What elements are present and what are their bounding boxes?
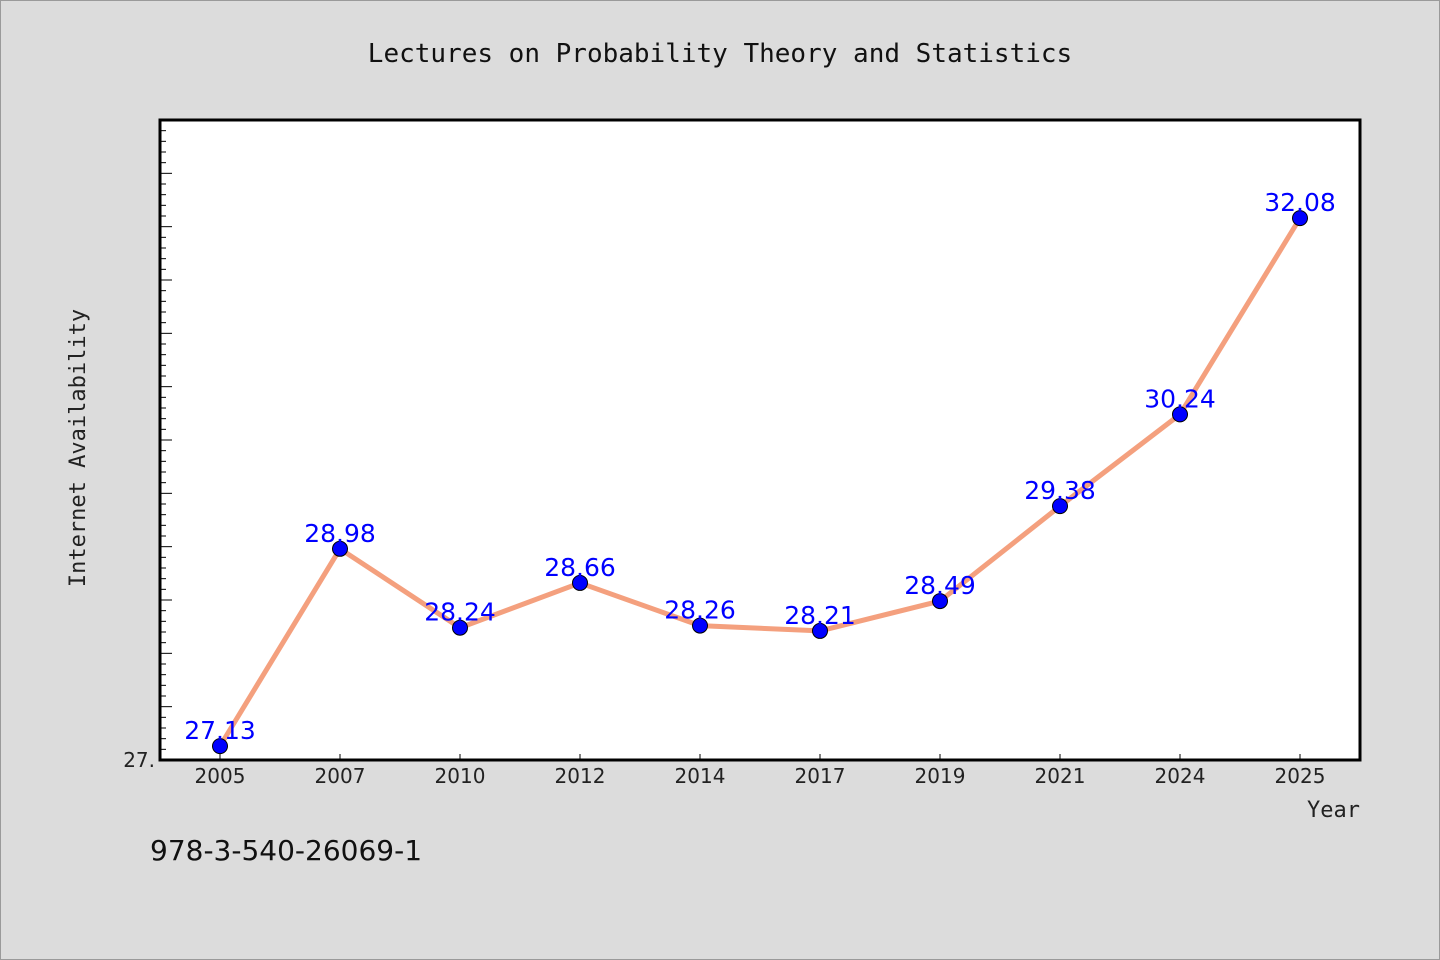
data-label: 28.66 (544, 553, 616, 582)
data-label: 28.98 (304, 519, 376, 548)
chart-title: Lectures on Probability Theory and Stati… (368, 39, 1072, 69)
data-label: 32.08 (1264, 188, 1336, 217)
x-tick-label: 2007 (315, 764, 366, 788)
x-tick-label: 2019 (915, 764, 966, 788)
data-point (332, 540, 348, 557)
isbn-caption: 978-3-540-26069-1 (150, 834, 423, 867)
data-label: 30.24 (1144, 384, 1216, 413)
data-point (572, 574, 588, 591)
data-label: 28.21 (784, 601, 856, 630)
data-label: 28.24 (424, 598, 496, 627)
series-layer (212, 210, 1308, 755)
data-point (452, 619, 468, 636)
plot-area (160, 120, 1360, 760)
x-tick-label: 2010 (435, 764, 486, 788)
data-point (1052, 498, 1068, 515)
x-tick-label: 2025 (1275, 764, 1326, 788)
data-point (932, 593, 948, 610)
x-tick-label: 2021 (1035, 764, 1086, 788)
data-label: 28.26 (664, 596, 736, 625)
x-tick-label: 2012 (555, 764, 606, 788)
plot-frame (158, 118, 1362, 762)
data-label: 29.38 (1024, 476, 1096, 505)
x-axis-ticks: 2005 2007 2010 2012 2014 2017 2019 2021 2024 2025 (195, 754, 1326, 788)
data-point (692, 617, 708, 634)
data-labels: 27.13 28.98 28.24 28.66 28.26 28.21 28.49 29.38… (184, 188, 1336, 745)
x-tick-label: 2014 (675, 764, 726, 788)
x-tick-label: 2005 (195, 764, 246, 788)
data-point (212, 738, 228, 755)
data-point (1292, 210, 1308, 227)
y-tick-label: 27. (123, 748, 155, 772)
data-label: 27.13 (184, 716, 256, 745)
data-point (812, 622, 828, 639)
series-line (217, 215, 1303, 749)
x-tick-label: 2017 (795, 764, 846, 788)
data-label: 28.49 (904, 571, 976, 600)
data-point (1172, 406, 1188, 423)
y-axis-title: Internet Availability (66, 309, 91, 587)
x-tick-label: 2024 (1155, 764, 1206, 788)
x-axis-title: Year (1307, 798, 1360, 823)
